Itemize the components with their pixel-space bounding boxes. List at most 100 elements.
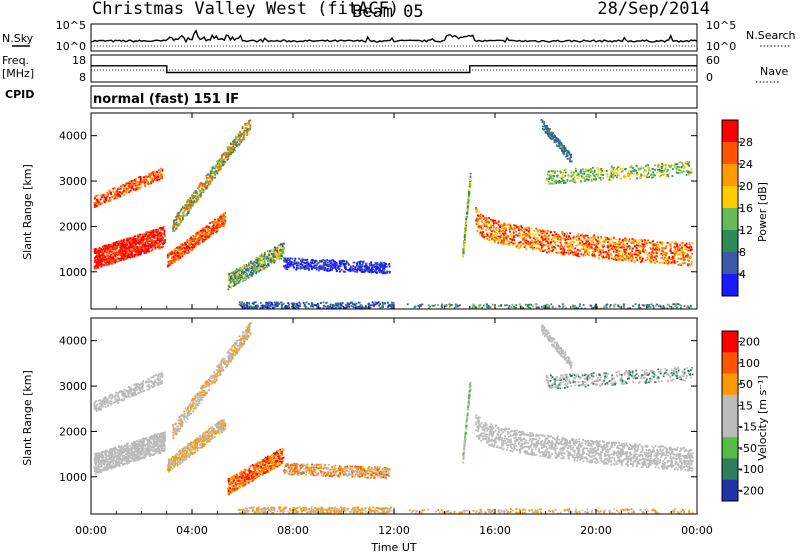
- range-cell: [207, 226, 210, 228]
- range-cell: [263, 259, 266, 262]
- range-cell: [503, 235, 505, 238]
- range-cell: [195, 232, 198, 235]
- range-cell: [95, 195, 98, 197]
- range-cell: [119, 245, 122, 247]
- range-cell: [173, 252, 176, 255]
- range-cell: [661, 241, 663, 243]
- range-cell: [568, 235, 570, 238]
- range-cell: [188, 208, 191, 211]
- range-cell: [540, 248, 543, 251]
- range-cell: [276, 247, 278, 250]
- range-cell: [114, 242, 116, 244]
- range-cell: [292, 265, 295, 267]
- range-cell: [684, 262, 686, 265]
- range-cell: [120, 243, 123, 246]
- range-cell: [119, 253, 121, 255]
- range-cell: [666, 241, 669, 244]
- range-cell: [199, 185, 201, 188]
- range-cell: [610, 247, 613, 250]
- range-cell: [541, 243, 544, 246]
- range-cell: [147, 244, 150, 247]
- range-cell: [280, 307, 283, 309]
- range-cell: [221, 155, 223, 158]
- range-cell: [130, 242, 132, 245]
- range-cell: [177, 255, 179, 258]
- range-cell: [136, 247, 138, 250]
- range-cell: [355, 262, 358, 265]
- range-cell: [221, 220, 224, 223]
- range-cell: [176, 253, 179, 256]
- range-cell: [562, 247, 565, 250]
- range-cell: [541, 229, 544, 232]
- range-cell: [181, 247, 183, 250]
- range-cell: [206, 174, 209, 176]
- range-cell: [345, 305, 348, 308]
- range-cell: [117, 244, 120, 246]
- range-cell: [224, 218, 226, 221]
- range-cell: [597, 246, 600, 249]
- range-cell: [529, 246, 532, 249]
- range-cell: [182, 215, 184, 218]
- range-cell: [572, 254, 575, 257]
- range-cell: [187, 210, 189, 212]
- range-cell: [211, 166, 214, 169]
- range-cell: [665, 252, 667, 254]
- range-cell: [264, 306, 267, 308]
- range-cell: [127, 182, 130, 185]
- range-cell: [288, 265, 291, 268]
- range-cell: [259, 269, 262, 271]
- range-cell: [211, 170, 213, 173]
- range-cell: [250, 274, 253, 277]
- range-cell: [217, 225, 220, 228]
- range-cell: [619, 241, 622, 244]
- range-cell: [581, 233, 584, 236]
- range-cell: [382, 302, 384, 305]
- range-cell: [113, 261, 115, 264]
- range-cell: [252, 307, 255, 309]
- range-cell: [218, 218, 221, 221]
- range-cell: [100, 263, 102, 265]
- range-cell: [630, 255, 633, 257]
- range-cell: [103, 264, 106, 267]
- range-cell: [109, 255, 112, 258]
- range-cell: [669, 256, 672, 259]
- range-cell: [105, 244, 108, 247]
- range-cell: [554, 243, 557, 246]
- range-cell: [347, 269, 349, 271]
- range-cell: [649, 257, 652, 260]
- range-cell: [665, 259, 668, 262]
- range-cell: [309, 261, 312, 264]
- range-cell: [97, 201, 100, 204]
- range-cell: [255, 259, 258, 261]
- range-cell: [111, 245, 114, 248]
- range-cell: [205, 226, 208, 229]
- range-cell: [216, 229, 218, 232]
- range-cell: [150, 178, 152, 180]
- range-cell: [618, 238, 621, 241]
- range-cell: [241, 305, 243, 307]
- range-cell: [686, 246, 689, 248]
- range-cell: [132, 241, 135, 243]
- range-cell: [631, 250, 633, 253]
- range-cell: [131, 236, 134, 239]
- range-cell: [125, 242, 128, 245]
- range-cell: [188, 241, 191, 244]
- range-cell: [335, 270, 338, 272]
- range-cell: [130, 187, 133, 190]
- range-cell: [233, 284, 236, 286]
- range-cell: [483, 223, 485, 225]
- range-cell: [388, 265, 391, 268]
- range-cell: [335, 306, 338, 309]
- range-cell: [647, 239, 649, 242]
- range-cell: [502, 241, 505, 244]
- range-cell: [525, 233, 527, 235]
- range-cell: [112, 246, 115, 249]
- range-cell: [595, 238, 597, 241]
- range-cell: [298, 304, 301, 307]
- range-cell: [620, 259, 623, 262]
- range-cell: [220, 165, 222, 168]
- range-cell: [138, 176, 140, 179]
- range-cell: [232, 280, 235, 282]
- range-cell: [130, 251, 133, 254]
- range-cell: [341, 261, 344, 264]
